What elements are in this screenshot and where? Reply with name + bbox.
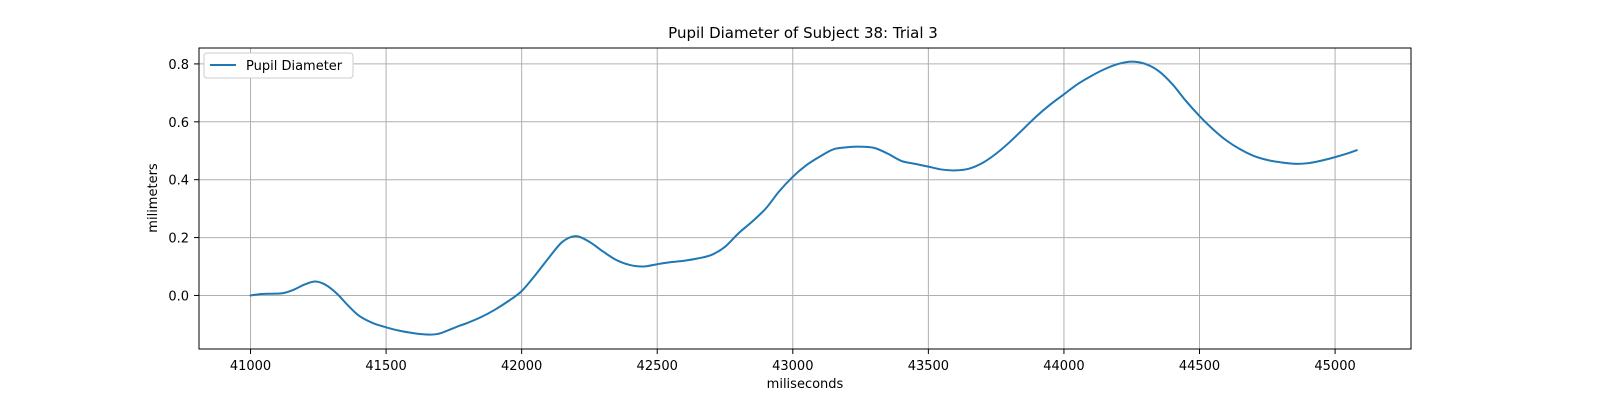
x-tick-label: 43500 (908, 359, 949, 374)
y-tick-label: 0.8 (168, 58, 189, 73)
y-tick-label: 0.2 (168, 232, 189, 247)
x-tick-label: 45000 (1314, 359, 1355, 374)
y-axis-label: milimeters (146, 163, 161, 233)
x-axis-label: miliseconds (767, 377, 844, 392)
axes: 41000 41500 42000 42500 43000 43500 44000 44500… (168, 58, 1355, 374)
y-tick-label: 0.0 (168, 289, 189, 304)
plot-frame (198, 47, 1412, 350)
x-tick-label: 41500 (365, 359, 406, 374)
x-tick-label: 44500 (1179, 359, 1220, 374)
chart-title: Pupil Diameter of Subject 38: Trial 3 (668, 24, 938, 42)
grid-lines (199, 48, 1411, 349)
y-tick-label: 0.6 (168, 116, 189, 131)
legend-box (203, 52, 354, 79)
x-tick-label: 42000 (501, 359, 542, 374)
x-tick-label: 44000 (1043, 359, 1084, 374)
x-tick-label: 43000 (772, 359, 813, 374)
x-tick-label: 41000 (230, 359, 271, 374)
series-line-pupil-diameter (249, 60, 1358, 336)
y-tick-label: 0.4 (168, 174, 189, 189)
series-layer (249, 60, 1358, 336)
legend-label-pupil-diameter: Pupil Diameter (246, 59, 343, 74)
x-tick-label: 42500 (637, 359, 678, 374)
legend: Pupil Diameter (203, 52, 354, 79)
